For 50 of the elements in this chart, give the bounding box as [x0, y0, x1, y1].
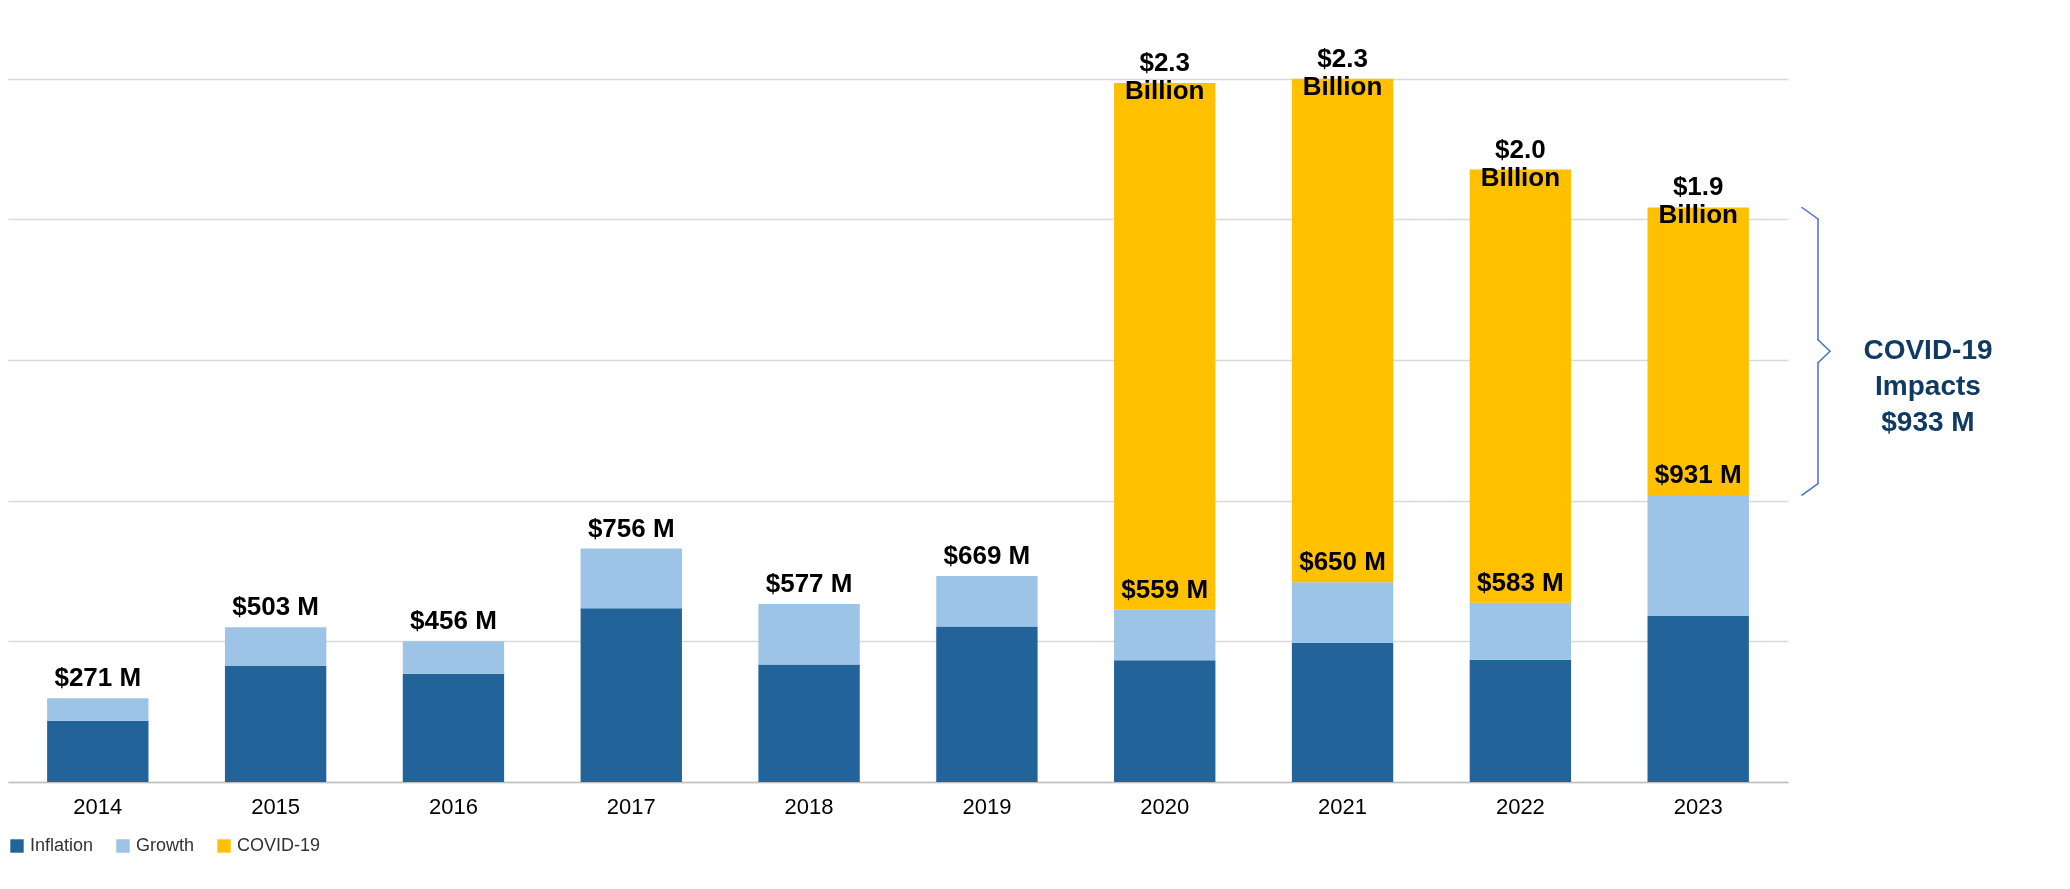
- annotation: $1.9 Billion: [1658, 171, 1738, 230]
- bar: [1291, 78, 1394, 583]
- legend-label: Inflation: [30, 835, 94, 855]
- legend-label: COVID-19: [237, 835, 321, 855]
- annotation: $577 M: [765, 568, 853, 599]
- annotation: $650 M: [1299, 546, 1386, 577]
- annotation: $2.3 Billion: [1302, 42, 1383, 101]
- bar: [1647, 616, 1749, 782]
- annotation: $559 M: [1121, 573, 1209, 604]
- bar: [1469, 169, 1572, 603]
- bar: [1114, 609, 1216, 661]
- bar: [936, 626, 1038, 782]
- bar: [47, 720, 149, 782]
- x-tick-label: 2017: [606, 793, 656, 819]
- bar: [1291, 642, 1394, 782]
- bar: [1469, 602, 1572, 660]
- annotation: $271 M: [54, 662, 142, 693]
- x-tick-label: 2020: [1140, 793, 1190, 819]
- annotation: $2.3 Billion: [1125, 47, 1205, 106]
- annotation: $503 M: [232, 591, 319, 622]
- bar: [47, 698, 149, 721]
- x-tick-label: 2014: [73, 793, 123, 819]
- annotation: $931 M: [1654, 459, 1742, 490]
- x-tick-label: 2022: [1495, 793, 1545, 819]
- bar: [1469, 659, 1572, 782]
- text: COVID-19 Impacts $933 M: [1863, 334, 1993, 438]
- annotation: $669 M: [943, 539, 1031, 570]
- bar: [1291, 582, 1394, 643]
- bar: [1114, 660, 1216, 782]
- bar: [580, 548, 682, 609]
- bar: [224, 627, 327, 666]
- bar: [224, 665, 327, 782]
- annotation: $756 M: [587, 512, 675, 543]
- annotation: $456 M: [410, 605, 497, 636]
- bar: [936, 575, 1038, 627]
- x-tick-label: 2016: [428, 793, 478, 819]
- bar: [758, 664, 860, 782]
- x-tick-label: 2021: [1318, 793, 1368, 819]
- x-tick-label: 2019: [962, 793, 1012, 819]
- bar: [402, 673, 505, 782]
- legend-label: Growth: [136, 835, 195, 855]
- x-tick-label: 2023: [1673, 793, 1723, 819]
- x-tick-label: 2015: [251, 793, 301, 819]
- annotation: $583 M: [1477, 566, 1564, 597]
- annotation: $2.0 Billion: [1480, 133, 1561, 192]
- bar: [402, 641, 505, 674]
- bar: [758, 604, 860, 665]
- x-tick-label: 2018: [784, 793, 834, 819]
- bar: [580, 608, 682, 782]
- bar: [1647, 495, 1749, 617]
